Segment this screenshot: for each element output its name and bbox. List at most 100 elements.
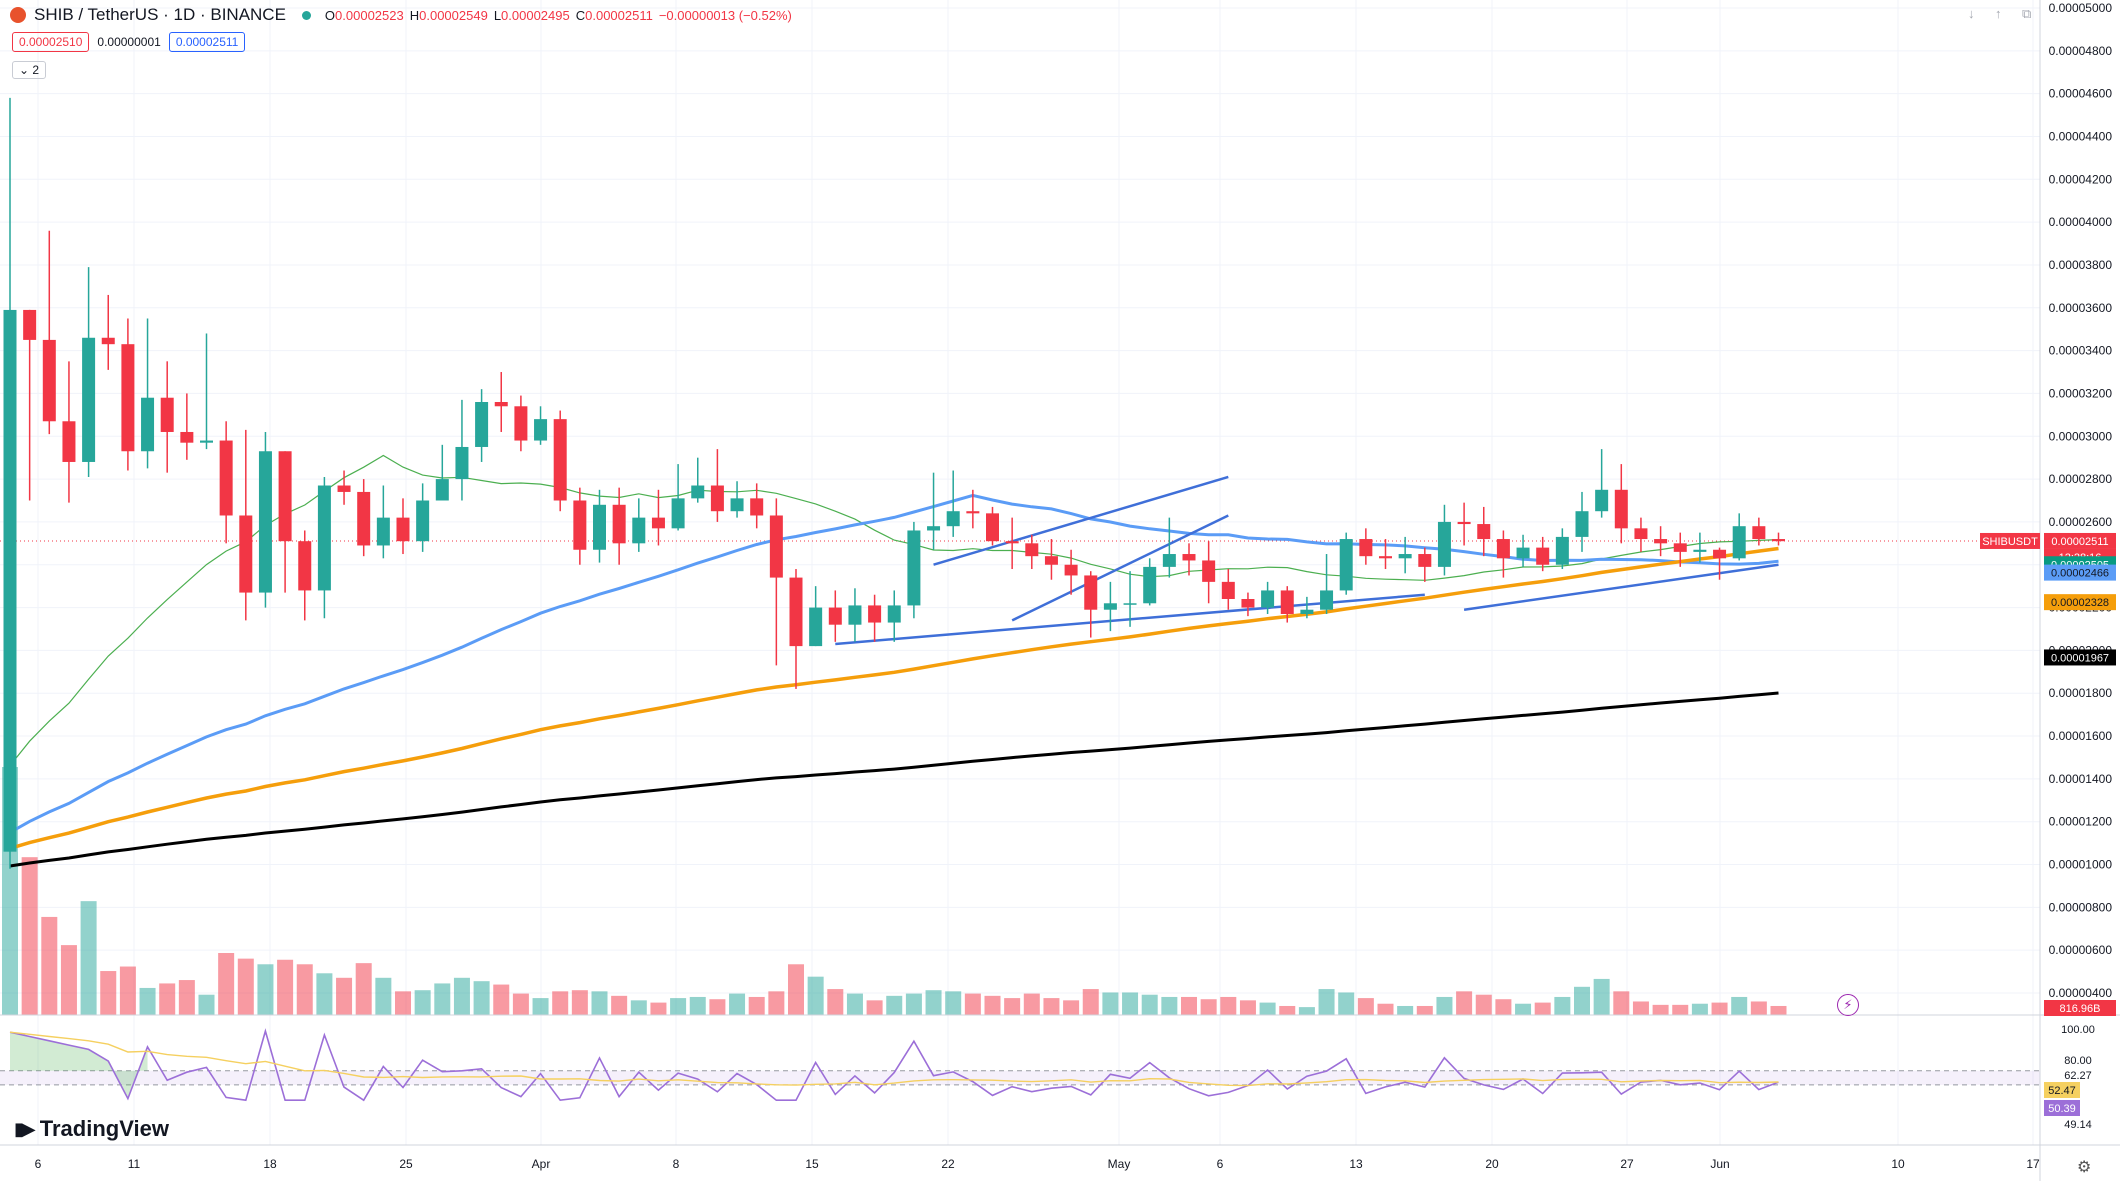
price-tick-label: 0.00003000 <box>2049 429 2113 443</box>
candle-body <box>671 498 685 529</box>
candle-body <box>435 479 449 501</box>
candle-body <box>1555 536 1569 565</box>
candle-body <box>239 515 253 593</box>
candle-body <box>1673 543 1687 552</box>
candle-body <box>1359 539 1373 557</box>
volume-bar <box>709 999 726 1015</box>
volume-bar <box>1534 1002 1551 1015</box>
rsi-scale-label: 100.00 <box>2061 1024 2095 1036</box>
volume-bar <box>964 993 981 1015</box>
price-tick-label: 0.00004000 <box>2049 215 2113 229</box>
volume-bar <box>1141 994 1158 1015</box>
volume-bar <box>925 990 942 1015</box>
ma200-tag-bg <box>2044 649 2116 666</box>
candle-body <box>357 491 371 546</box>
arrow-down-icon[interactable]: ↓ <box>1968 6 1975 21</box>
rsi-pane <box>0 1028 2040 1102</box>
volume-bar <box>159 983 176 1015</box>
candle-body <box>258 451 272 593</box>
candle-body <box>1064 564 1078 576</box>
candle-body <box>62 421 76 462</box>
arrow-up-icon[interactable]: ↑ <box>1995 6 2002 21</box>
price-tick-label: 0.00001200 <box>2049 815 2113 829</box>
price-tick-label: 0.00000600 <box>2049 943 2113 957</box>
rsi-ma-tag: 52.47 <box>2048 1085 2076 1097</box>
candle-body <box>887 605 901 623</box>
tradingview-logo[interactable]: ▮▶ TradingView <box>14 1116 169 1142</box>
candle-body <box>769 515 783 578</box>
time-tick-label: Jun <box>1710 1157 1729 1171</box>
candles <box>3 97 1785 869</box>
volume-bar <box>119 966 136 1015</box>
candle-body <box>23 309 37 340</box>
candle-body <box>1634 528 1648 540</box>
candle-body <box>828 607 842 625</box>
time-tick-label: May <box>1108 1157 1131 1171</box>
price-tick-label: 0.00001400 <box>2049 772 2113 786</box>
volume-bar <box>1416 1005 1433 1015</box>
time-tick-label: 22 <box>941 1157 955 1171</box>
candle-body <box>42 339 56 422</box>
candle-body <box>612 504 626 544</box>
trendline <box>1011 514 1229 622</box>
gear-icon[interactable]: ⚙ <box>2077 1159 2092 1176</box>
volume-bar <box>237 958 254 1015</box>
volume-bar <box>866 1000 883 1015</box>
candle-body <box>966 511 980 514</box>
lightning-icon[interactable]: ⚡ <box>1837 994 1859 1016</box>
time-tick-label: Apr <box>532 1157 551 1171</box>
indicators-toggle[interactable]: ⌄ 2 <box>12 61 47 79</box>
last-price-tag: 0.00002511 <box>2051 536 2108 548</box>
volume-bar <box>984 995 1001 1015</box>
volume-bar <box>414 990 431 1015</box>
volume-bar <box>1554 996 1571 1015</box>
price-tick-label: 0.00001600 <box>2049 729 2113 743</box>
volume-bar <box>257 964 274 1015</box>
volume-bar <box>1357 998 1374 1015</box>
candle-body <box>651 517 665 529</box>
volume-bar <box>1750 1001 1767 1015</box>
candle-body <box>1320 590 1334 610</box>
buy-price-button[interactable]: 0.00002511 <box>168 32 246 52</box>
volume-bar <box>139 987 156 1015</box>
candle-body <box>1693 549 1707 552</box>
candle-body <box>1162 554 1176 567</box>
candle-body <box>632 517 646 544</box>
volume-bar <box>945 991 962 1015</box>
symbol-title[interactable]: SHIB / TetherUS · 1D · BINANCE <box>34 5 286 24</box>
ohlc-low-value: 0.00002495 <box>501 7 570 23</box>
symbol-tag: SHIBUSDT <box>1982 536 2038 548</box>
maximize-icon[interactable]: ⧉ <box>2022 6 2032 21</box>
price-tick-label: 0.00000400 <box>2049 986 2113 1000</box>
volume-bar <box>1220 996 1237 1015</box>
candle-body <box>1654 539 1668 544</box>
price-tick-label: 0.00004800 <box>2049 44 2113 58</box>
chart-grid <box>0 0 2040 1145</box>
sell-price-button[interactable]: 0.00002510 <box>12 32 90 52</box>
price-tick-label: 0.00005000 <box>2049 1 2113 15</box>
volume-bar <box>1259 1002 1276 1015</box>
candle-body <box>298 541 312 591</box>
trendline <box>1463 563 1779 611</box>
volume-bar <box>453 977 470 1015</box>
volume-bar <box>434 983 451 1015</box>
volume-bar <box>1672 1004 1689 1015</box>
candle-body <box>1536 547 1550 565</box>
candle-body <box>1772 539 1785 542</box>
candle-body <box>514 406 528 441</box>
time-tick-label: 25 <box>399 1157 413 1171</box>
candle-body <box>1398 554 1412 559</box>
volume-bar <box>1613 991 1630 1015</box>
ohlc-close-value: 0.00002511 <box>585 7 653 23</box>
volume-bar <box>1731 996 1748 1015</box>
volume-bar <box>1082 989 1099 1015</box>
volume-bar <box>1279 1005 1296 1015</box>
chart-header: SHIB / TetherUS · 1D · BINANCE O0.000025… <box>10 5 792 25</box>
volume-bar <box>670 998 687 1015</box>
volume-bar <box>1043 998 1060 1015</box>
price-tick-label: 0.00003800 <box>2049 258 2113 272</box>
shib-logo-icon <box>10 7 26 23</box>
volume-bar <box>788 964 804 1015</box>
